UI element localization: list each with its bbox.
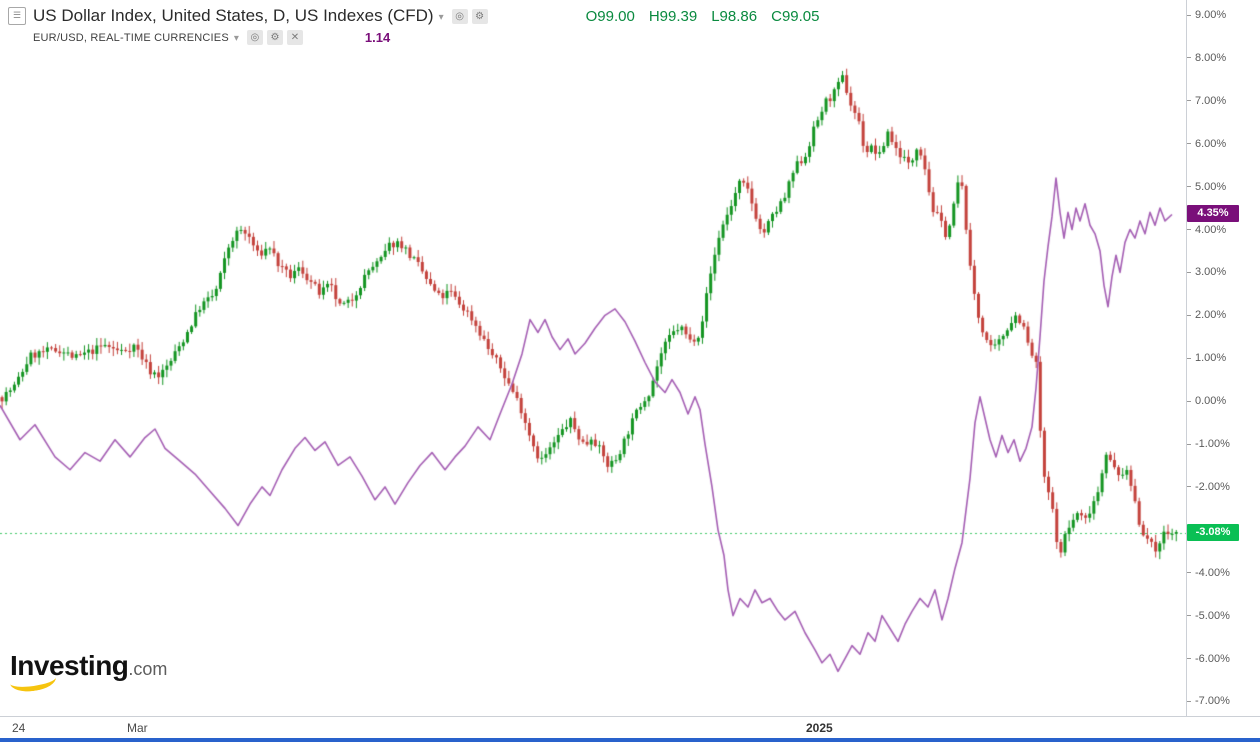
chart-plot-area[interactable]: [0, 0, 1186, 716]
y-axis-tick-label: 3.00%: [1187, 265, 1226, 279]
y-axis-tick-label: -1.00%: [1187, 437, 1230, 451]
y-axis-tick-label: 8.00%: [1187, 51, 1226, 65]
y-axis-tick-label: -6.00%: [1187, 652, 1230, 666]
y-axis-tick-label: -4.00%: [1187, 566, 1230, 580]
chevron-down-icon[interactable]: ▾: [438, 11, 444, 23]
y-axis-tick-label: -2.00%: [1187, 480, 1230, 494]
dollar-index-last-value-badge: -3.08%: [1187, 524, 1239, 542]
compare-visibility-icon[interactable]: ◎: [246, 30, 263, 45]
y-axis-tick-label: 7.00%: [1187, 94, 1226, 108]
compare-settings-gear-icon[interactable]: ⚙: [266, 30, 283, 45]
investing-logo[interactable]: Investing.com: [8, 650, 168, 695]
y-axis-tick-label: -5.00%: [1187, 609, 1230, 623]
close-value: C99.05: [771, 7, 820, 25]
compare-last-price: 1.14: [364, 30, 391, 45]
y-axis-tick-label: 0.00%: [1187, 394, 1226, 408]
chevron-down-icon[interactable]: ▾: [233, 33, 239, 44]
price-chart-canvas[interactable]: [0, 0, 1186, 716]
compare-legend-row: EUR/USD, REAL-TIME CURRENCIES ▾ ◎ ⚙ ✕ 1.…: [8, 30, 833, 45]
bottom-accent-bar: [0, 738, 1260, 742]
symbol-visibility-icon[interactable]: ◎: [451, 8, 468, 24]
ohlc-values: O99.00 H99.39 L98.86 C99.05: [586, 8, 834, 25]
panel-menu-icon[interactable]: ☰: [8, 7, 26, 25]
eurusd-last-value-badge: 4.35%: [1187, 205, 1239, 223]
open-value: O99.00: [585, 7, 635, 25]
time-axis[interactable]: 24 Mar 2025: [0, 716, 1260, 739]
x-axis-tick-label: 2025: [806, 721, 833, 735]
price-axis[interactable]: 4.35% -3.08% 9.00% 8.00% 7.00% 6.00% 5.00% 4.…: [1186, 0, 1260, 716]
y-axis-tick-label: 4.00%: [1187, 223, 1226, 237]
y-axis-tick-label: -7.00%: [1187, 694, 1230, 708]
y-axis-tick-label: 6.00%: [1187, 137, 1226, 151]
chart-legend: ☰ US Dollar Index, United States, D, US …: [8, 6, 833, 45]
y-axis-tick-label: 1.00%: [1187, 351, 1226, 365]
high-value: H99.39: [648, 7, 698, 25]
symbol-legend-row: ☰ US Dollar Index, United States, D, US …: [8, 6, 833, 26]
logo-tld-text: .com: [128, 659, 168, 679]
x-axis-tick-label: 24: [12, 721, 26, 735]
x-axis-tick-label: Mar: [127, 721, 148, 735]
y-axis-tick-label: 9.00%: [1187, 8, 1226, 22]
symbol-title[interactable]: US Dollar Index, United States, D, US In…: [33, 6, 434, 25]
low-value: L98.86: [711, 7, 758, 25]
logo-brand-text: Investing: [10, 650, 129, 681]
symbol-settings-gear-icon[interactable]: ⚙: [471, 8, 488, 24]
compare-symbol-title[interactable]: EUR/USD, REAL-TIME CURRENCIES: [33, 31, 229, 44]
y-axis-tick-label: 5.00%: [1187, 180, 1226, 194]
y-axis-tick-label: 2.00%: [1187, 308, 1226, 322]
compare-close-icon[interactable]: ✕: [286, 30, 303, 45]
